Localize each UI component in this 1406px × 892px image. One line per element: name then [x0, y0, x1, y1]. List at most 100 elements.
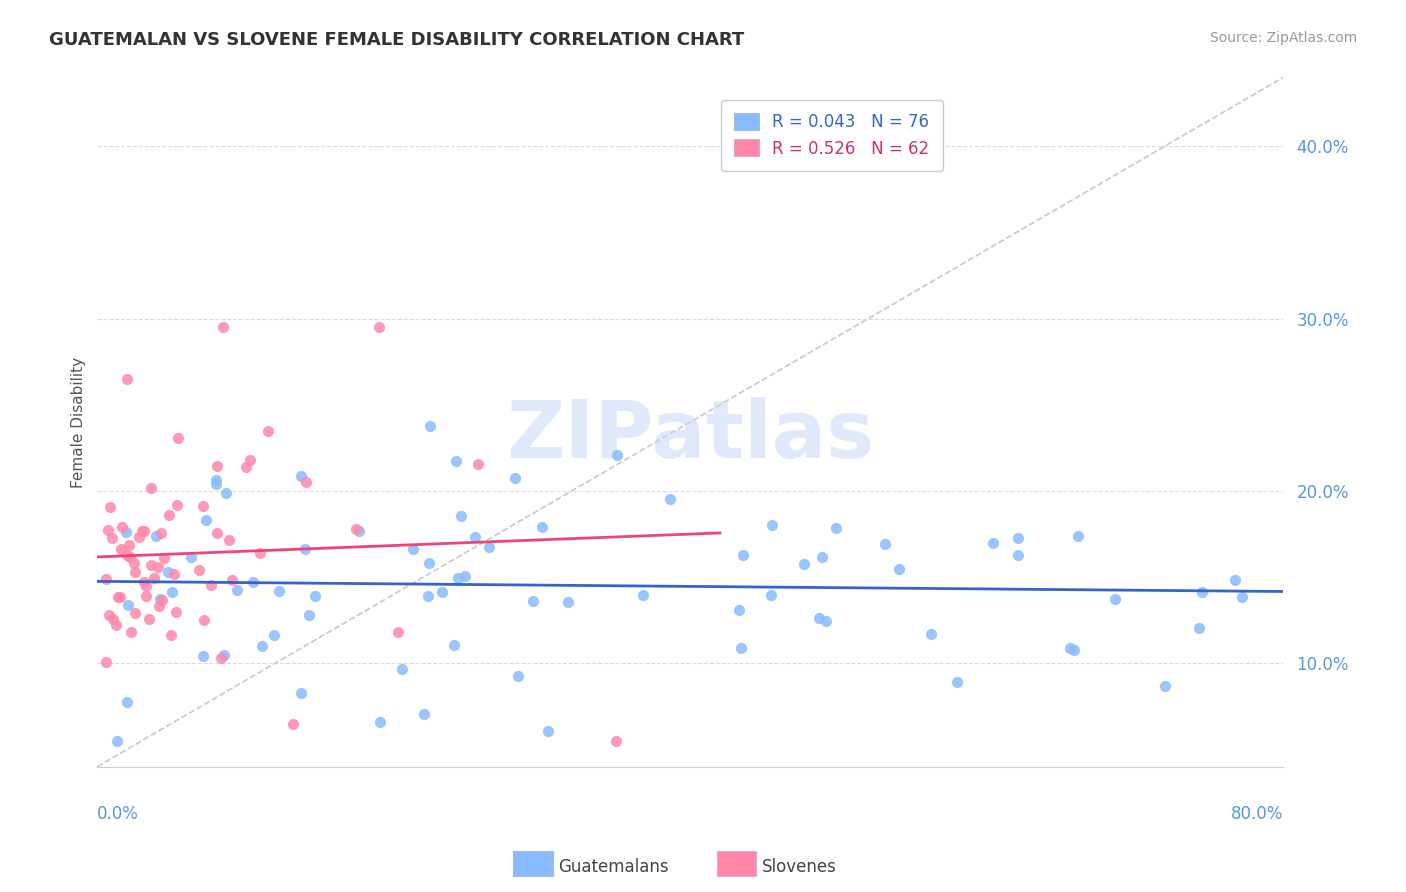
Point	[444, 453, 467, 467]
Point	[443, 638, 465, 652]
Point	[108, 590, 131, 604]
Point	[200, 577, 222, 591]
Point	[294, 541, 316, 556]
Point	[195, 513, 218, 527]
Text: Source: ZipAtlas.com: Source: ZipAtlas.com	[1209, 31, 1357, 45]
Point	[1154, 679, 1177, 693]
Point	[160, 584, 183, 599]
Point	[160, 628, 183, 642]
Point	[149, 591, 172, 606]
Point	[815, 614, 838, 628]
Point	[110, 542, 132, 557]
Point	[117, 598, 139, 612]
Point	[304, 589, 326, 603]
Point	[118, 538, 141, 552]
Point	[134, 589, 156, 603]
Point	[450, 508, 472, 523]
Point	[205, 476, 228, 491]
Point	[920, 627, 942, 641]
Point	[1104, 592, 1126, 607]
Point	[1067, 528, 1090, 542]
Point	[131, 524, 153, 538]
Point	[128, 530, 150, 544]
Point	[418, 557, 440, 571]
Point	[166, 431, 188, 445]
Point	[391, 662, 413, 676]
Point	[103, 612, 125, 626]
Point	[138, 612, 160, 626]
Point	[522, 594, 544, 608]
Point	[873, 537, 896, 551]
Point	[387, 624, 409, 639]
Point	[503, 471, 526, 485]
Point	[430, 585, 453, 599]
Point	[761, 517, 783, 532]
Point	[101, 531, 124, 545]
Point	[145, 529, 167, 543]
Point	[1059, 640, 1081, 655]
Point	[467, 457, 489, 471]
Point	[290, 686, 312, 700]
Point	[419, 418, 441, 433]
Point	[1191, 584, 1213, 599]
Point	[124, 606, 146, 620]
Point	[242, 575, 264, 590]
Point	[294, 475, 316, 489]
Point	[135, 579, 157, 593]
Point	[447, 571, 470, 585]
Point	[1007, 531, 1029, 545]
Point	[153, 551, 176, 566]
Point	[730, 640, 752, 655]
Point	[807, 610, 830, 624]
Point	[759, 587, 782, 601]
Point	[464, 530, 486, 544]
Point	[221, 573, 243, 587]
Y-axis label: Female Disability: Female Disability	[72, 357, 86, 488]
Point	[209, 651, 232, 665]
Point	[290, 469, 312, 483]
Point	[107, 591, 129, 605]
Point	[263, 628, 285, 642]
Point	[94, 655, 117, 669]
Point	[215, 486, 238, 500]
Point	[118, 550, 141, 565]
Text: 80.0%: 80.0%	[1230, 805, 1284, 823]
Point	[267, 583, 290, 598]
Point	[889, 562, 911, 576]
Point	[205, 459, 228, 474]
Point	[115, 548, 138, 562]
Point	[257, 424, 280, 438]
Point	[218, 533, 240, 547]
Point	[150, 526, 173, 541]
Point	[249, 546, 271, 560]
Point	[115, 524, 138, 539]
Point	[1223, 574, 1246, 588]
Point	[536, 724, 558, 739]
Point	[283, 716, 305, 731]
Point	[157, 508, 180, 522]
Point	[165, 605, 187, 619]
Point	[731, 548, 754, 562]
Point	[162, 566, 184, 581]
Point	[1007, 549, 1029, 563]
Point	[193, 613, 215, 627]
Point	[1063, 642, 1085, 657]
Point	[142, 570, 165, 584]
Point	[97, 523, 120, 537]
Point	[454, 569, 477, 583]
Point	[205, 525, 228, 540]
Point	[187, 563, 209, 577]
Point	[212, 648, 235, 662]
Legend: R = 0.043   N = 76, R = 0.526   N = 62: R = 0.043 N = 76, R = 0.526 N = 62	[721, 100, 943, 171]
Text: Guatemalans: Guatemalans	[558, 858, 669, 876]
Point	[658, 492, 681, 507]
Point	[139, 558, 162, 572]
Point	[413, 707, 436, 722]
Point	[418, 589, 440, 603]
Point	[370, 714, 392, 729]
Point	[605, 733, 627, 747]
Point	[1188, 621, 1211, 635]
Point	[98, 500, 121, 515]
Text: ZIPatlas: ZIPatlas	[506, 397, 875, 475]
Point	[824, 521, 846, 535]
